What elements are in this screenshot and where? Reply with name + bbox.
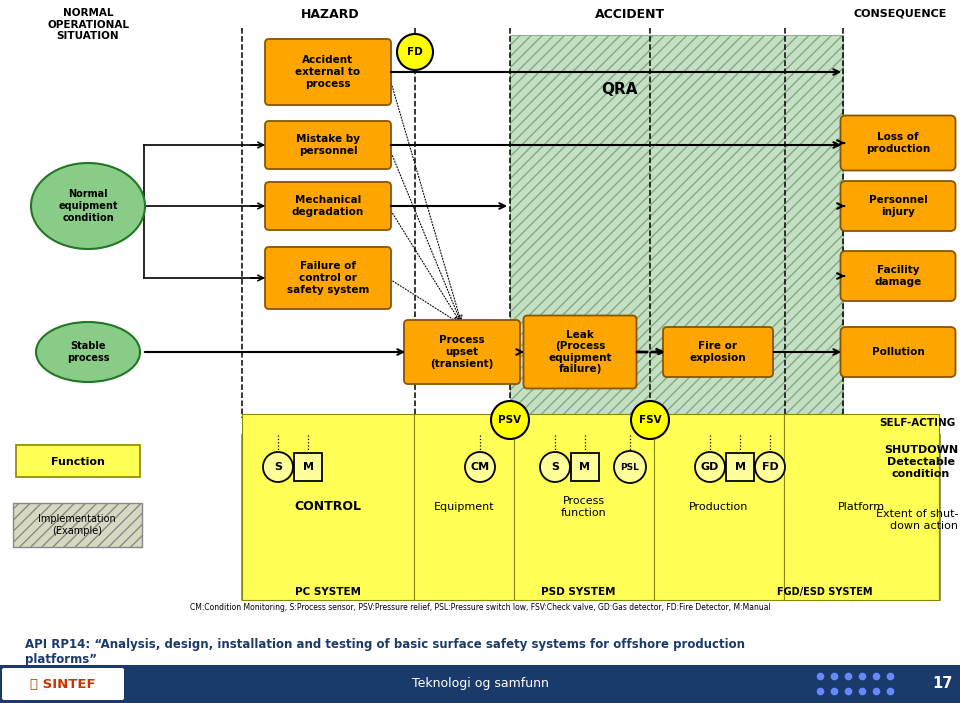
FancyBboxPatch shape: [13, 503, 142, 547]
Text: SELF-ACTING: SELF-ACTING: [879, 418, 956, 428]
Text: Fire or
explosion: Fire or explosion: [689, 341, 746, 363]
Text: Stable
process: Stable process: [67, 341, 109, 363]
Text: PC SYSTEM: PC SYSTEM: [295, 587, 361, 597]
Text: FD: FD: [761, 462, 779, 472]
Text: FSV: FSV: [638, 415, 661, 425]
Text: Accident
external to
process: Accident external to process: [296, 56, 361, 89]
Text: Equipment: Equipment: [434, 502, 494, 512]
Circle shape: [540, 452, 570, 482]
Text: Production: Production: [689, 502, 749, 512]
Text: PSL: PSL: [620, 463, 639, 472]
FancyBboxPatch shape: [510, 35, 843, 415]
FancyBboxPatch shape: [414, 414, 514, 600]
Circle shape: [695, 452, 725, 482]
Circle shape: [263, 452, 293, 482]
Text: PSD SYSTEM: PSD SYSTEM: [540, 587, 615, 597]
Text: SHUTDOWN
Detectable
condition: SHUTDOWN Detectable condition: [884, 446, 958, 479]
Text: S: S: [274, 462, 282, 472]
Text: Normal
equipment
condition: Normal equipment condition: [59, 189, 118, 223]
Text: Personnel
injury: Personnel injury: [869, 195, 927, 217]
Text: GD: GD: [701, 462, 719, 472]
FancyBboxPatch shape: [726, 453, 754, 481]
FancyBboxPatch shape: [654, 414, 784, 600]
Text: API RP14: “Analysis, design, installation and testing of basic surface safety sy: API RP14: “Analysis, design, installatio…: [25, 638, 745, 666]
Text: S: S: [551, 462, 559, 472]
Text: Mechanical
degradation: Mechanical degradation: [292, 195, 364, 217]
FancyBboxPatch shape: [841, 251, 955, 301]
Text: ⓢ SINTEF: ⓢ SINTEF: [30, 678, 96, 690]
Ellipse shape: [31, 163, 145, 249]
Text: Loss of
production: Loss of production: [866, 132, 930, 154]
FancyBboxPatch shape: [514, 414, 654, 600]
Ellipse shape: [36, 322, 140, 382]
Circle shape: [755, 452, 785, 482]
Text: Function: Function: [51, 457, 105, 467]
FancyBboxPatch shape: [265, 247, 391, 309]
FancyBboxPatch shape: [663, 327, 773, 377]
Text: FGD/ESD SYSTEM: FGD/ESD SYSTEM: [778, 587, 873, 597]
FancyBboxPatch shape: [841, 181, 955, 231]
Text: 17: 17: [932, 676, 952, 692]
Text: Platform: Platform: [838, 502, 885, 512]
Text: NORMAL
OPERATIONAL
SITUATION: NORMAL OPERATIONAL SITUATION: [47, 8, 129, 41]
Text: M: M: [580, 462, 590, 472]
Text: Facility
damage: Facility damage: [875, 265, 922, 287]
FancyBboxPatch shape: [242, 435, 940, 600]
FancyBboxPatch shape: [523, 316, 636, 389]
Text: M: M: [302, 462, 314, 472]
FancyBboxPatch shape: [404, 320, 520, 384]
Text: QRA: QRA: [602, 82, 638, 98]
FancyBboxPatch shape: [242, 414, 414, 600]
FancyBboxPatch shape: [265, 182, 391, 230]
Circle shape: [397, 34, 433, 70]
FancyBboxPatch shape: [265, 121, 391, 169]
Circle shape: [491, 401, 529, 439]
Circle shape: [465, 452, 495, 482]
FancyBboxPatch shape: [294, 453, 322, 481]
Text: Process
upset
(transient): Process upset (transient): [430, 335, 493, 368]
Text: Teknologi og samfunn: Teknologi og samfunn: [412, 678, 548, 690]
FancyBboxPatch shape: [265, 39, 391, 105]
Circle shape: [614, 451, 646, 483]
Text: Process
function: Process function: [562, 496, 607, 518]
FancyBboxPatch shape: [0, 665, 960, 703]
Text: CONSEQUENCE: CONSEQUENCE: [853, 8, 947, 18]
FancyBboxPatch shape: [16, 445, 140, 477]
Text: Mistake by
personnel: Mistake by personnel: [296, 134, 360, 156]
Text: Pollution: Pollution: [872, 347, 924, 357]
Text: FD: FD: [407, 47, 422, 57]
Text: Implementation
(Example): Implementation (Example): [38, 514, 116, 536]
FancyBboxPatch shape: [841, 115, 955, 171]
FancyBboxPatch shape: [571, 453, 599, 481]
Text: CONTROL: CONTROL: [295, 501, 362, 513]
Text: PSV: PSV: [498, 415, 521, 425]
Text: CM: CM: [470, 462, 490, 472]
Text: Extent of shut-
down action: Extent of shut- down action: [876, 509, 958, 531]
Text: CM:Condition Monitoring, S:Process sensor, PSV:Pressure relief, PSL:Pressure swi: CM:Condition Monitoring, S:Process senso…: [190, 603, 770, 612]
FancyBboxPatch shape: [2, 668, 124, 700]
FancyBboxPatch shape: [784, 414, 939, 600]
Text: HAZARD: HAZARD: [300, 8, 359, 21]
Circle shape: [631, 401, 669, 439]
Text: Leak
(Process
equipment
failure): Leak (Process equipment failure): [548, 330, 612, 375]
Text: ACCIDENT: ACCIDENT: [595, 8, 665, 21]
Text: Failure of
control or
safety system: Failure of control or safety system: [287, 262, 370, 295]
FancyBboxPatch shape: [841, 327, 955, 377]
Text: M: M: [734, 462, 746, 472]
